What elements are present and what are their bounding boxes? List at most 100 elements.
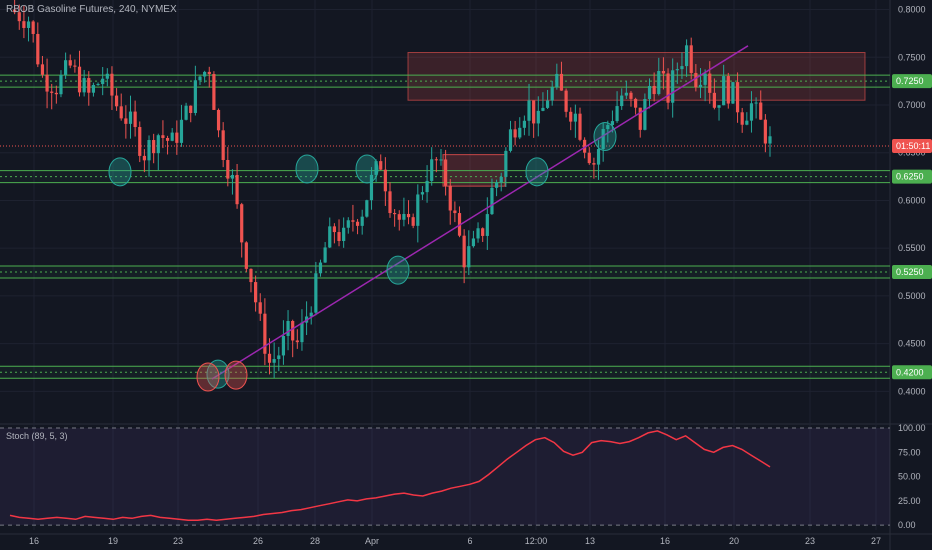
candle-body [26,21,31,28]
candle-body [286,320,290,336]
x-tick-label: 19 [108,536,118,546]
x-tick-label: 20 [729,536,739,546]
touch-marker [525,157,549,187]
stoch-k-line [9,430,771,522]
x-tick-label: 13 [585,536,595,546]
candle-body [170,132,174,141]
candle-body [661,70,666,74]
candle-body [105,73,109,79]
candle-body [138,127,142,156]
price-badge-label: 0.6250 [896,172,924,182]
candle-body [156,135,160,154]
candle-body [152,140,156,154]
price-badge-label: 0.4200 [896,367,924,377]
trend-line [211,45,749,380]
candle-body [360,216,364,226]
candle-body [323,247,327,263]
candle-body [615,106,619,122]
candle-body [735,82,740,113]
y-tick-label: 0.5500 [898,243,926,253]
candle-body [82,78,86,93]
x-tick-label: 28 [310,536,320,546]
candle-body [634,98,638,108]
candle-body [703,73,707,85]
candle-body [689,45,693,73]
candle-body [142,155,146,161]
candle-body [638,107,642,130]
candle-body [569,111,573,122]
y-tick-label: 0.4000 [898,386,926,396]
candle-body [671,70,675,103]
touch-marker [196,362,220,392]
candle-body [541,107,545,111]
candle-body [476,228,480,239]
candle-body [59,74,63,95]
candle-body [652,85,656,95]
candle-body [726,76,730,104]
level-price-badge [892,169,932,184]
y-tick-label: 0.6000 [898,195,926,205]
candle-body [494,182,499,188]
candle-body [193,80,197,113]
price-badge-label: 0.5250 [896,267,924,277]
candle-body [606,125,610,130]
candle-body [666,73,670,103]
stoch-y-tick-label: 0.00 [898,520,916,530]
stoch-y-tick-label: 100.00 [898,423,926,433]
candle-body [175,132,179,143]
candle-body [444,159,448,186]
candle-body [147,140,151,161]
candle-body [620,95,624,107]
level-price-badge [892,74,932,89]
candle-body [555,73,559,88]
candle-body [643,98,647,130]
candle-body [420,192,425,195]
candle-body [235,174,239,205]
candle-body [601,129,605,150]
price-badge-label: 01:50:11 [896,141,930,151]
x-tick-label: 23 [805,536,815,546]
x-tick-label: 6 [467,536,472,546]
candle-body [522,120,526,128]
x-tick-label: 16 [29,536,39,546]
candle-body [244,242,248,269]
candle-body [365,200,369,217]
overlays [108,45,749,392]
x-tick-label: Apr [365,536,379,546]
candle-body [397,214,401,220]
candle-body [101,78,105,85]
candle-body [328,226,332,248]
candle-body [453,210,457,214]
candle-body [680,66,684,70]
candle-body [406,213,411,218]
candle-body [527,100,531,121]
y-tick-label: 0.4500 [898,339,926,349]
candle-body [675,69,679,71]
candle-body [712,92,716,108]
y-tick-label: 0.7000 [898,100,926,110]
candle-body [684,45,689,67]
candle-body [411,217,415,226]
candle-body [124,118,128,124]
candle-body [355,221,360,226]
level-price-badge [892,265,932,280]
candle-body [87,78,91,93]
candle-body [379,161,383,170]
candle-body [64,60,68,75]
candle-body [189,105,193,113]
candle-body [198,76,202,81]
stoch-band [0,428,890,526]
candle-body [351,220,355,222]
candle-body [249,268,253,283]
x-tick-label: 26 [253,536,263,546]
candle-body [708,73,712,93]
y-tick-label: 0.7500 [898,52,926,62]
candle-body [216,109,221,131]
candle-body [203,71,207,77]
candle-body [337,232,341,242]
candle-body [583,139,587,153]
chart-title: RBOB Gasoline Futures, 240, NYMEX [6,4,177,15]
candle-body [36,33,40,65]
